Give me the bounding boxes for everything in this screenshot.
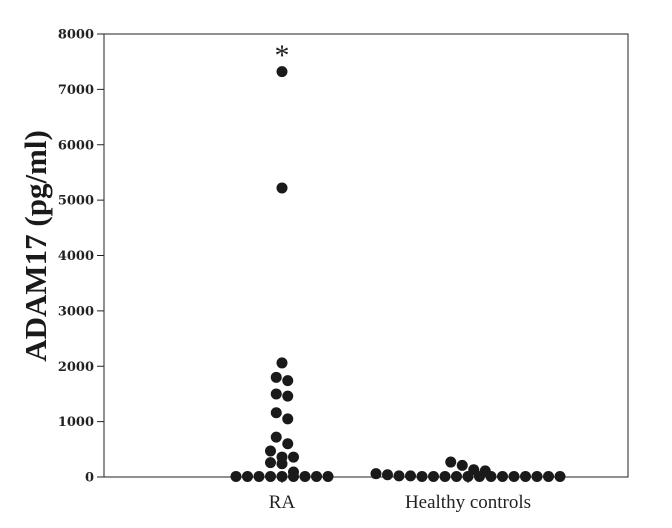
data-point <box>242 470 253 482</box>
data-point <box>276 182 288 194</box>
y-tick-label: 1000 <box>58 415 94 430</box>
data-point <box>270 431 282 443</box>
y-tick-label: 7000 <box>58 83 94 98</box>
data-point <box>276 66 288 78</box>
data-point <box>230 470 242 482</box>
data-point <box>497 470 508 482</box>
x-axis: RA Healthy controls <box>269 477 531 513</box>
data-point <box>393 470 405 482</box>
data-points <box>230 66 566 482</box>
data-point <box>428 470 439 482</box>
data-point <box>276 357 288 369</box>
data-point <box>439 470 451 482</box>
y-tick-label: 8000 <box>58 28 94 43</box>
data-point <box>382 469 393 481</box>
data-point <box>543 470 554 482</box>
data-point <box>485 470 497 482</box>
data-point <box>405 470 416 482</box>
data-point <box>288 451 299 463</box>
data-point <box>265 457 276 469</box>
data-point <box>531 470 543 482</box>
data-point <box>270 407 282 419</box>
category-label: Healthy controls <box>405 492 531 513</box>
data-point <box>276 470 288 482</box>
data-point <box>456 459 468 471</box>
data-point <box>276 458 288 470</box>
data-point <box>322 470 334 482</box>
data-point <box>554 470 566 482</box>
y-tick-label: 4000 <box>58 249 94 264</box>
data-point <box>270 371 282 383</box>
data-point <box>265 445 276 457</box>
y-tick-label: 3000 <box>58 304 94 319</box>
annotations: * <box>275 39 290 72</box>
data-point <box>282 390 294 402</box>
data-point <box>253 470 265 482</box>
data-point <box>299 470 311 482</box>
data-point <box>370 468 382 480</box>
data-point <box>474 470 485 482</box>
y-tick-label: 5000 <box>58 194 94 209</box>
data-point <box>282 413 294 425</box>
y-axis-title: ADAM17 (pg/ml) <box>18 130 53 362</box>
data-point <box>508 470 520 482</box>
data-point <box>288 470 299 482</box>
data-point <box>520 470 531 482</box>
significance-marker: * <box>275 39 290 72</box>
data-point <box>265 470 276 482</box>
y-tick-label: 6000 <box>58 138 94 153</box>
category-label: RA <box>269 492 296 513</box>
plot-frame <box>103 33 629 478</box>
data-point <box>462 470 474 482</box>
data-point <box>445 456 457 468</box>
y-tick-label: 0 <box>85 471 94 486</box>
y-tick-label: 2000 <box>58 360 94 375</box>
data-point <box>270 388 282 400</box>
data-point <box>311 470 322 482</box>
data-point <box>416 470 428 482</box>
y-axis: 0 1000 2000 3000 4000 5000 6000 7000 8000 <box>58 28 104 486</box>
data-point <box>451 470 462 482</box>
data-point <box>282 375 294 387</box>
data-point <box>282 438 294 450</box>
